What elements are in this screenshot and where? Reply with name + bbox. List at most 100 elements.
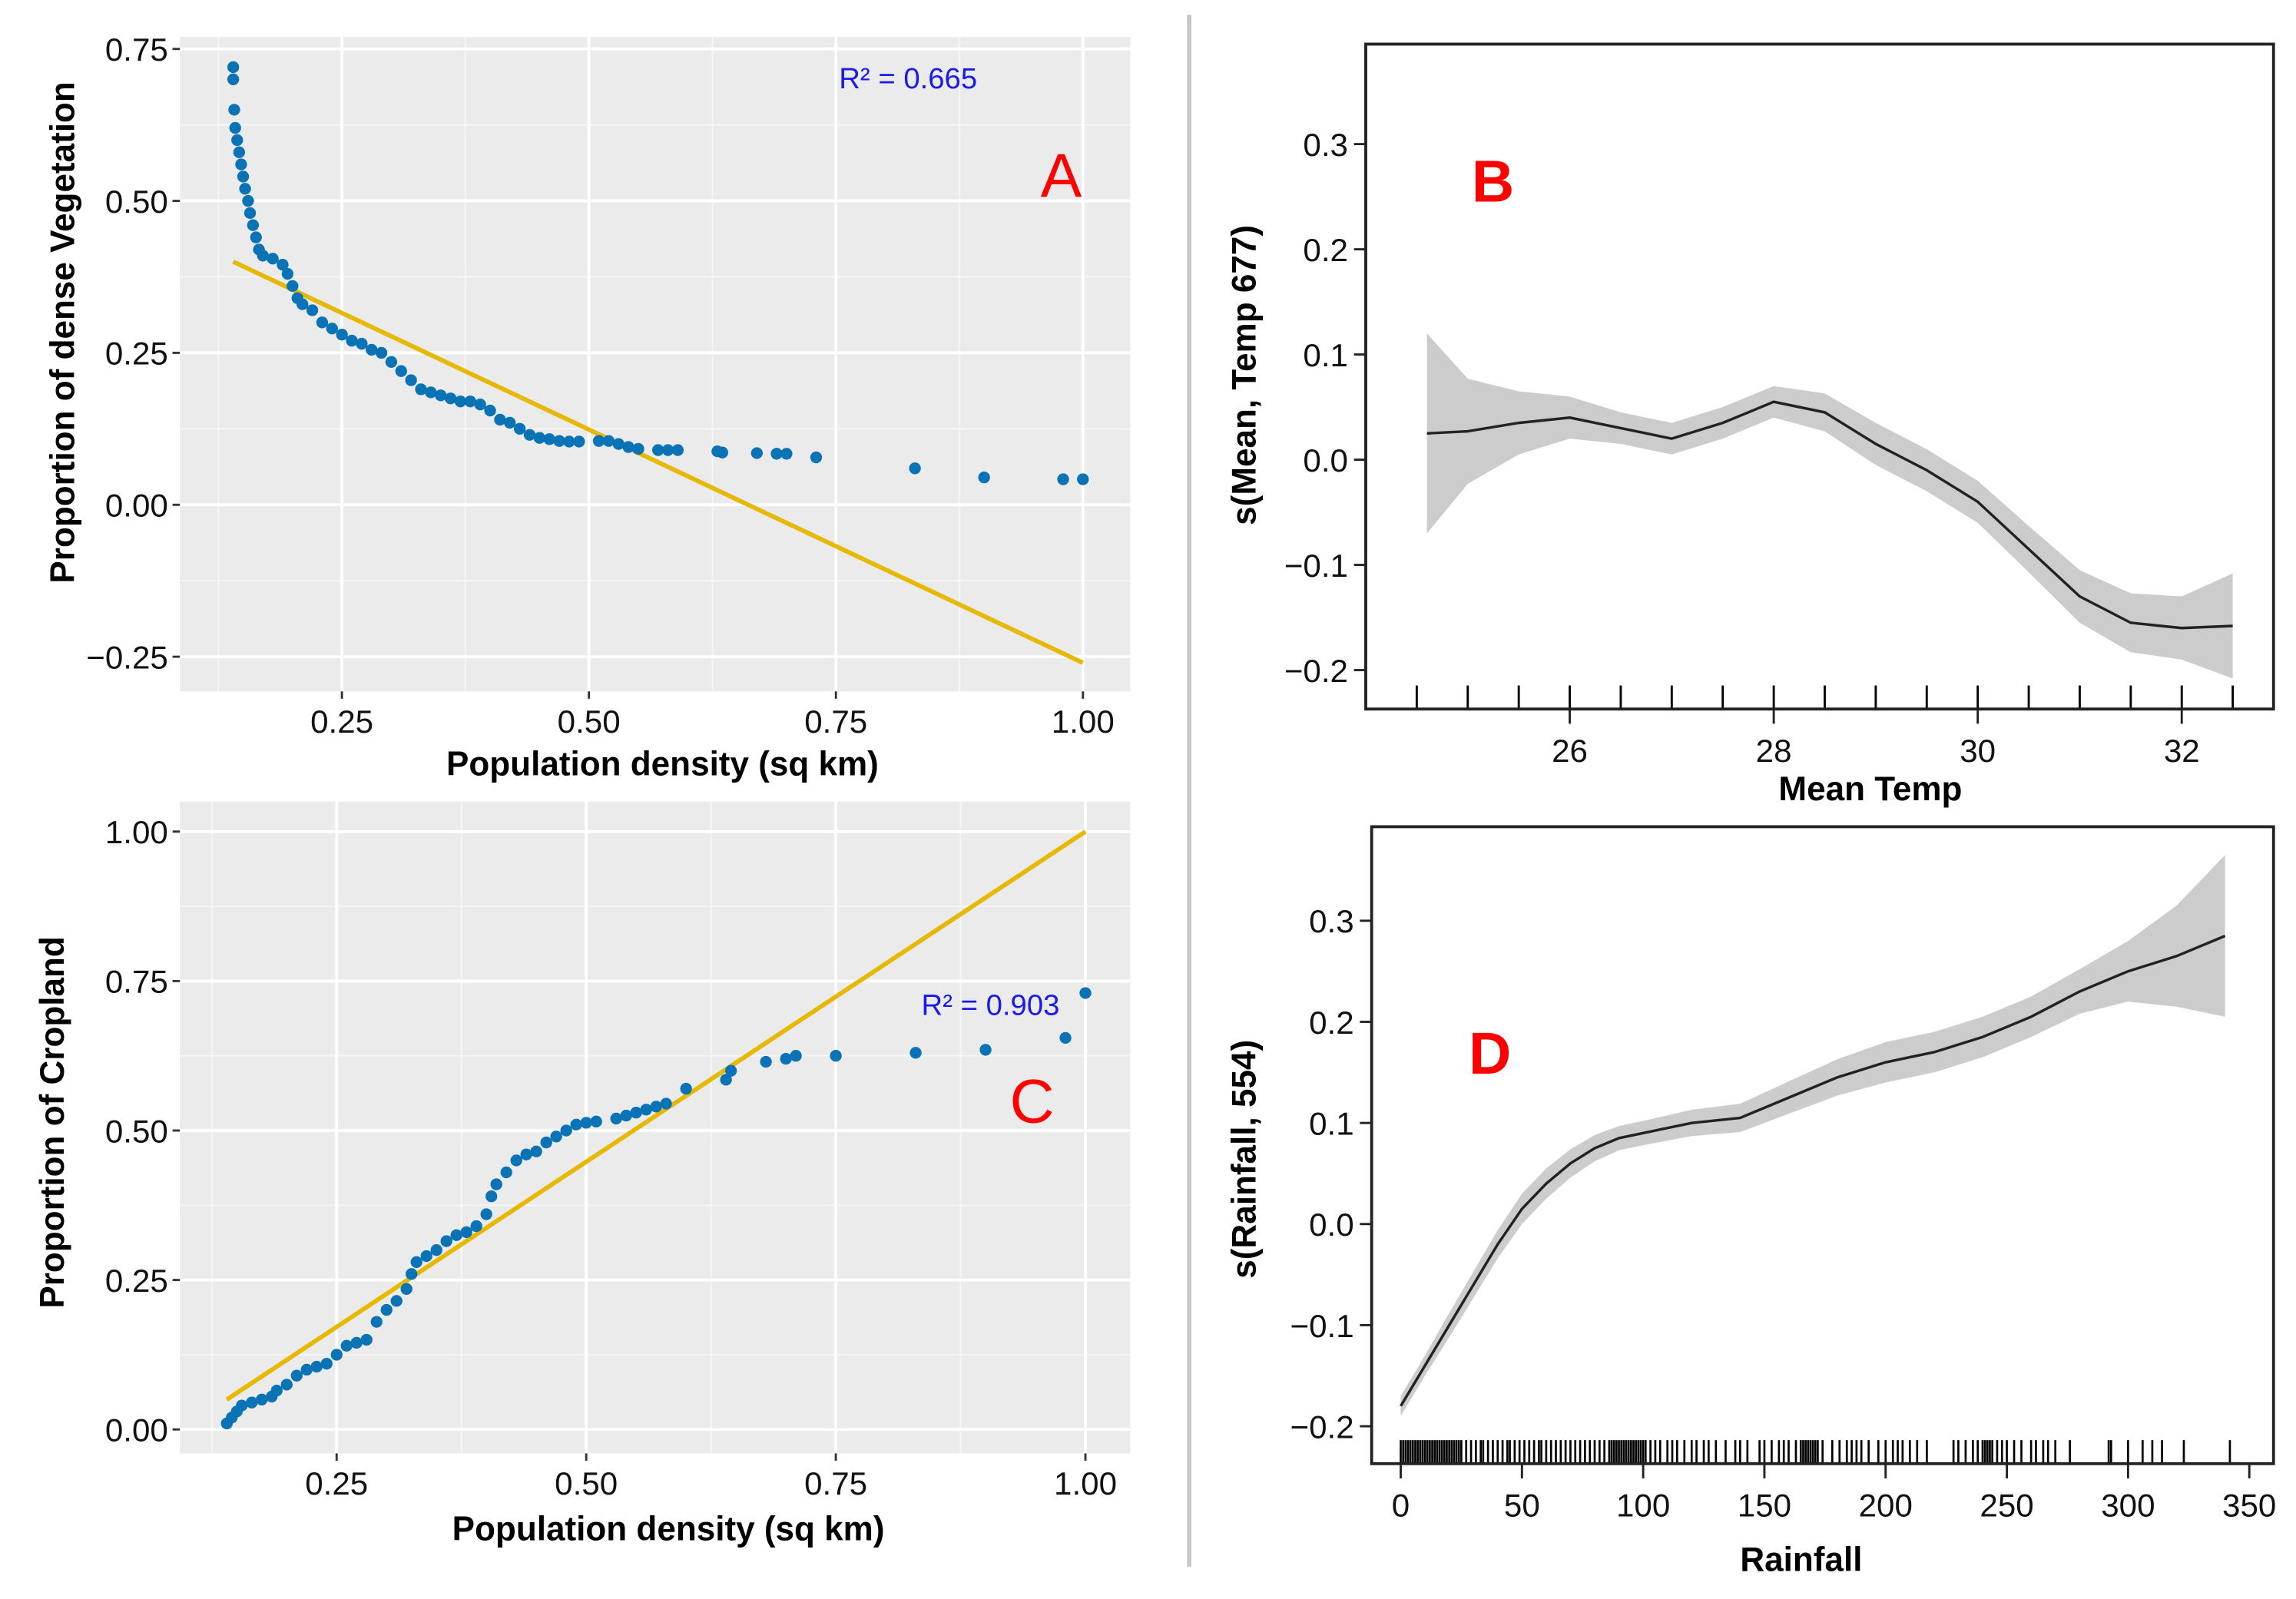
data-point <box>760 1055 772 1068</box>
data-point <box>563 435 575 448</box>
y-tick-label: 1.00 <box>105 814 168 850</box>
plot-layer-d: 0 50 100 150 200 250 300 350 0.3 0.2 0.1 0.0 −0.1 −0.… <box>1290 825 2276 1524</box>
x-axis-label-c: Population density (sq km) <box>452 1510 885 1548</box>
data-point <box>405 374 417 386</box>
data-point <box>510 1154 522 1167</box>
data-point <box>513 422 526 435</box>
panel-b-smooth: 26 28 30 32 0.3 0.2 0.1 0.0 −0.1 −0.2 B Mean Temp… <box>1225 42 2275 808</box>
data-point <box>244 207 257 220</box>
data-point <box>573 435 585 448</box>
data-point <box>380 1303 393 1316</box>
data-point <box>602 435 615 447</box>
data-point <box>440 1235 452 1247</box>
data-point <box>250 231 262 243</box>
data-point <box>716 446 728 459</box>
data-point <box>790 1050 802 1062</box>
data-point <box>500 1166 512 1179</box>
data-point <box>978 471 990 484</box>
y-axis-label-a: Proportion of dense Vegetation <box>44 81 81 583</box>
plot-background-c <box>180 801 1131 1454</box>
data-point <box>570 1118 582 1131</box>
data-point <box>233 146 246 158</box>
data-point <box>290 1369 303 1382</box>
y-tick-label: 0.25 <box>105 1263 168 1299</box>
data-point <box>612 438 625 450</box>
data-point <box>553 435 565 447</box>
data-point <box>326 323 338 335</box>
y-tick-label: 0.25 <box>105 336 168 372</box>
data-point <box>306 304 319 316</box>
data-point <box>460 1226 472 1239</box>
data-point <box>320 1357 333 1370</box>
data-point <box>257 250 269 262</box>
data-point <box>235 158 247 170</box>
x-tick-label: 0.75 <box>804 703 867 740</box>
data-point <box>464 396 476 408</box>
data-point <box>237 170 250 183</box>
data-point <box>909 1047 922 1059</box>
y-tick-label: −0.1 <box>1290 1308 1353 1344</box>
data-point <box>780 448 793 460</box>
r2-annotation-c: R² = 0.903 <box>922 989 1060 1022</box>
x-tick-label: 50 <box>1504 1488 1540 1524</box>
data-point <box>229 121 241 134</box>
data-point <box>281 267 294 280</box>
data-point <box>494 413 506 426</box>
data-point <box>267 253 279 265</box>
plot-layer-a: 0.25 0.50 0.75 1.00 0.75 0.50 0.25 0.00 −0.25 <box>86 31 1131 740</box>
x-tick-label: 0.25 <box>310 703 373 740</box>
data-point <box>1057 473 1069 485</box>
x-tick-label: 28 <box>1756 733 1792 769</box>
y-tick-label: 0.2 <box>1303 232 1348 268</box>
y-tick-label: 0.00 <box>105 1412 168 1448</box>
data-point <box>239 183 251 195</box>
data-point <box>610 1112 622 1125</box>
x-tick-label: 26 <box>1552 733 1588 769</box>
x-tick-label: 1.00 <box>1052 703 1115 740</box>
data-point <box>520 1148 532 1160</box>
data-point <box>590 1115 602 1128</box>
data-point <box>310 1360 323 1373</box>
x-axis-label-d: Rainfall <box>1740 1541 1862 1579</box>
data-point <box>770 448 783 460</box>
data-point <box>360 1333 373 1346</box>
x-tick-label: 0.50 <box>555 1465 618 1501</box>
panel-label-d: D <box>1469 1021 1511 1087</box>
data-point <box>450 1229 462 1241</box>
data-point <box>630 1107 642 1119</box>
y-axis-label-c: Proportion of Cropland <box>34 936 71 1308</box>
data-point <box>680 1082 692 1095</box>
smooth-curve-d <box>1400 935 2226 1407</box>
plot-background-a <box>180 36 1131 692</box>
data-point <box>231 134 244 147</box>
y-tick-label: 0.50 <box>105 184 168 220</box>
confidence-band-b <box>1426 333 2233 679</box>
x-tick-label: 350 <box>2222 1488 2276 1524</box>
data-point <box>724 1064 737 1077</box>
plot-layer-b: 26 28 30 32 0.3 0.2 0.1 0.0 −0.1 −0.2 <box>1284 42 2275 769</box>
data-point <box>242 194 254 207</box>
x-tick-label: 150 <box>1738 1488 1791 1524</box>
x-tick-label: 100 <box>1616 1488 1670 1524</box>
data-point <box>430 1244 442 1256</box>
y-tick-label: 0.75 <box>105 964 168 1000</box>
data-point <box>640 1104 652 1116</box>
data-point <box>370 1316 383 1328</box>
data-point <box>560 1124 572 1137</box>
y-tick-label: 0.3 <box>1303 127 1348 163</box>
panel-a-scatter: 0.25 0.50 0.75 1.000.750.500.250.00−0.25 A … <box>44 31 1131 783</box>
data-point <box>256 1393 268 1405</box>
data-point <box>435 389 447 402</box>
data-point <box>480 1208 492 1220</box>
y-tick-label: 0.0 <box>1303 442 1348 478</box>
data-point <box>632 442 644 455</box>
data-point <box>366 343 378 356</box>
data-point <box>346 334 358 347</box>
y-tick-label: 0.3 <box>1309 903 1354 939</box>
data-point <box>1079 987 1092 999</box>
plot-layer-c: 0.25 0.50 0.75 1.00 1.00 0.75 0.50 0.25 0.00 <box>105 801 1131 1501</box>
plot-frame-d <box>1370 825 2275 1465</box>
data-point <box>543 433 555 445</box>
data-point <box>810 451 823 464</box>
data-point <box>1077 473 1089 485</box>
